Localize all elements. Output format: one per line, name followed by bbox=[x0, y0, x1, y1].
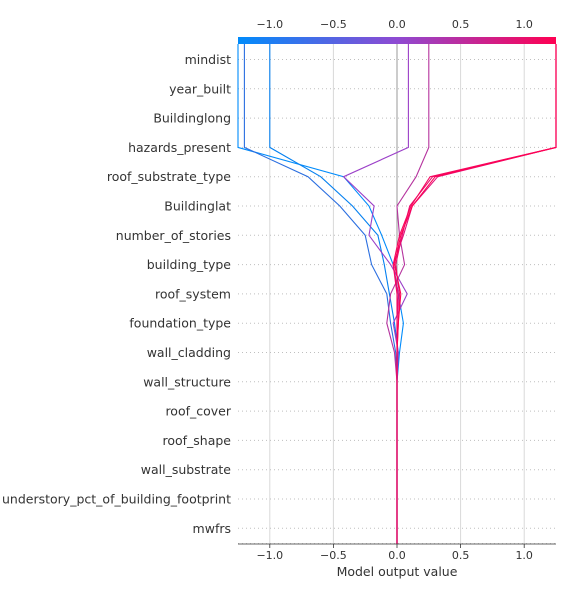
feature-label: roof_shape bbox=[162, 433, 231, 448]
feature-label: building_type bbox=[147, 257, 232, 272]
feature-label: roof_system bbox=[155, 286, 231, 301]
decision-line bbox=[396, 44, 556, 544]
feature-label: Buildinglong bbox=[153, 111, 231, 126]
bottom-tick-label: 0.0 bbox=[388, 549, 406, 562]
x-axis-title: Model output value bbox=[337, 564, 458, 579]
top-tick-label: 1.0 bbox=[515, 18, 533, 31]
feature-label: wall_structure bbox=[143, 374, 231, 389]
bottom-tick-label: 1.0 bbox=[515, 549, 533, 562]
feature-label: year_built bbox=[169, 81, 231, 96]
feature-label: hazards_present bbox=[128, 140, 231, 155]
bottom-tick-label: 0.5 bbox=[452, 549, 470, 562]
feature-label: roof_cover bbox=[165, 404, 231, 419]
feature-label: Buildinglat bbox=[164, 199, 231, 214]
top-tick-label: −1.0 bbox=[256, 18, 283, 31]
feature-label: roof_substrate_type bbox=[107, 169, 231, 184]
feature-label: mindist bbox=[185, 52, 231, 67]
top-tick-label: 0.0 bbox=[388, 18, 406, 31]
feature-label: understory_pct_of_building_footprint bbox=[2, 492, 231, 507]
bottom-tick-label: −1.0 bbox=[256, 549, 283, 562]
top-tick-label: −0.5 bbox=[320, 18, 347, 31]
feature-label: foundation_type bbox=[129, 316, 231, 331]
feature-label: number_of_stories bbox=[116, 228, 231, 243]
colorbar bbox=[238, 37, 556, 44]
feature-label: mwfrs bbox=[193, 521, 231, 536]
feature-label: wall_substrate bbox=[141, 462, 232, 477]
bottom-tick-label: −0.5 bbox=[320, 549, 347, 562]
feature-labels: mindist year_built Buildinglong hazards_pre… bbox=[2, 52, 232, 536]
top-tick-label: 0.5 bbox=[452, 18, 470, 31]
feature-label: wall_cladding bbox=[147, 345, 231, 360]
